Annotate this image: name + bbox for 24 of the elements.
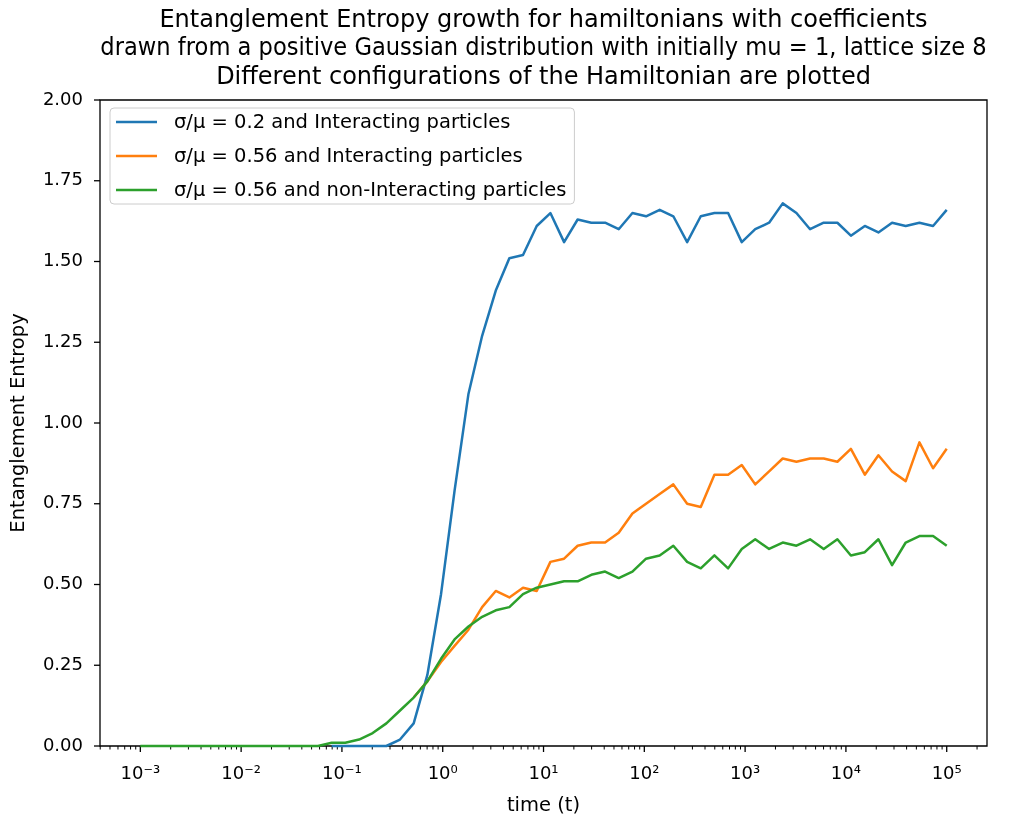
y-tick-label: 1.50	[42, 249, 83, 271]
y-tick-label: 1.00	[42, 410, 83, 432]
y-tick-label: 0.25	[42, 652, 83, 674]
x-tick-label: 10⁰	[427, 762, 458, 784]
legend-label: σ/μ = 0.56 and non-Interacting particles	[174, 178, 567, 202]
x-tick-label: 10⁵	[931, 762, 962, 784]
chart-title: Entanglement Entropy growth for hamiltonians with coefficients drawn from a positive Gaussian distribution with initially mu = 1, lattice size 8 Different configurations of the Hamiltonian are plotted	[100, 4, 987, 91]
x-tick-label: 10³	[730, 762, 761, 784]
x-tick-label: 10⁻²	[221, 762, 261, 784]
y-tick-label: 0.50	[42, 572, 83, 594]
x-axis-title: time (t)	[506, 793, 581, 817]
y-tick-label: 1.25	[42, 329, 83, 351]
x-tick-label: 10¹	[528, 762, 559, 784]
y-tick-label: 0.00	[42, 733, 83, 755]
x-tick-label: 10⁻³	[120, 762, 161, 784]
y-axis-title: Entanglement Entropy	[5, 313, 29, 533]
legend-label: σ/μ = 0.56 and Interacting particles	[174, 144, 523, 168]
x-tick-label: 10⁻¹	[322, 762, 362, 784]
y-tick-label: 0.75	[42, 491, 83, 513]
x-tick-label: 10⁴	[830, 762, 861, 784]
legend-label: σ/μ = 0.2 and Interacting particles	[174, 110, 511, 134]
y-tick-label: 1.75	[42, 168, 83, 190]
y-tick-label: 2.00	[42, 87, 83, 109]
x-tick-label: 10²	[629, 762, 660, 784]
